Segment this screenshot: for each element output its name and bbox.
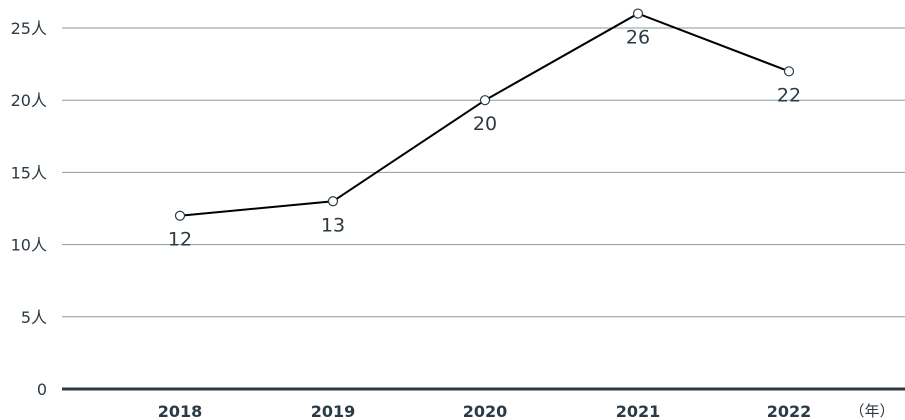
data-label: 26 — [626, 27, 650, 49]
data-point — [479, 95, 491, 106]
data-label: 20 — [473, 113, 497, 135]
x-tick-label: 2022 — [767, 402, 812, 420]
data-label: 13 — [321, 214, 345, 236]
y-tick-label: 0 — [37, 380, 47, 399]
x-tick-label: 2020 — [463, 402, 508, 420]
x-axis-ticks: 2018 2019 2020 2021 2022 — [158, 402, 812, 420]
y-axis-ticks: 0 5人 10人 15人 20人 25人 — [11, 19, 47, 399]
data-point — [783, 66, 795, 77]
x-tick-label: 2021 — [616, 402, 661, 420]
x-tick-label: 2019 — [311, 402, 356, 420]
data-point — [327, 196, 339, 207]
gridlines — [62, 27, 905, 318]
y-tick-label: 10人 — [11, 236, 47, 255]
data-labels: 12 13 20 26 22 — [168, 27, 801, 251]
data-label: 12 — [168, 229, 192, 251]
data-label: 22 — [777, 84, 801, 106]
data-point — [174, 210, 186, 221]
y-tick-label: 20人 — [11, 91, 47, 110]
y-tick-label: 5人 — [21, 308, 47, 327]
x-axis-unit: （年） — [849, 402, 894, 420]
data-point — [632, 8, 644, 19]
y-tick-label: 25人 — [11, 19, 47, 38]
y-tick-label: 15人 — [11, 163, 47, 182]
x-tick-label: 2018 — [158, 402, 203, 420]
data-points — [174, 8, 795, 221]
